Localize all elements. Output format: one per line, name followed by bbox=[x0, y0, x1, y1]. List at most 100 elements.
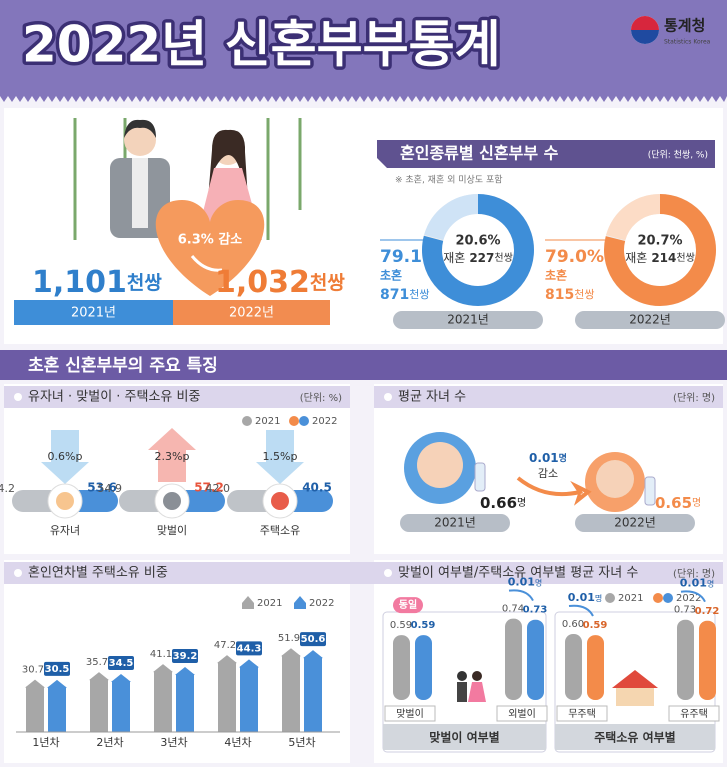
year-bar bbox=[14, 300, 173, 325]
panel-title: 혼인연차별 주택소유 비중 bbox=[28, 566, 168, 581]
total-value-part: 천쌍 bbox=[127, 272, 162, 294]
item-label-bg bbox=[384, 705, 436, 722]
first-count-part: 천쌍 bbox=[409, 287, 429, 301]
change-label: 0.01명 bbox=[508, 576, 543, 589]
re-count: 재혼 214천쌍 bbox=[625, 251, 695, 265]
value-label: 47.2 bbox=[214, 640, 236, 651]
change-value-part: 명 bbox=[559, 452, 567, 464]
legend-house bbox=[242, 596, 254, 609]
x-tick-label: 5년차 bbox=[288, 736, 315, 749]
change-label: 6.3% 감소 bbox=[178, 233, 243, 248]
bar-roof bbox=[175, 666, 195, 675]
total-value-part: 천쌍 bbox=[310, 272, 345, 294]
panel-title: 혼인종류별 신혼부부 수 bbox=[400, 144, 559, 163]
value-label: 41.1 bbox=[150, 649, 172, 660]
change-label: 0.01명 bbox=[568, 591, 603, 604]
bar bbox=[505, 618, 522, 700]
figure-body bbox=[468, 682, 486, 702]
avg-value-part: 명 bbox=[517, 497, 526, 509]
bar bbox=[415, 635, 432, 700]
value-2021: 42.0 bbox=[206, 482, 231, 495]
legend-dot bbox=[242, 416, 252, 426]
value-2022: 57.2 bbox=[194, 481, 224, 495]
value-box bbox=[172, 648, 198, 663]
bar bbox=[699, 620, 716, 700]
value-box bbox=[300, 632, 326, 647]
bar bbox=[393, 635, 410, 700]
group-label: 맞벌이 여부별 bbox=[429, 730, 499, 745]
donut-first bbox=[604, 194, 716, 306]
change-label-part: 명 bbox=[535, 577, 542, 587]
bar bbox=[90, 679, 108, 732]
bar-roof bbox=[25, 679, 45, 688]
change-arrow bbox=[568, 604, 594, 617]
change-arrow bbox=[508, 589, 534, 602]
header-zigzag bbox=[0, 96, 727, 102]
x-tick-label: 2년차 bbox=[96, 736, 123, 749]
value-label: 0.59 bbox=[390, 620, 412, 631]
change-badge bbox=[393, 597, 423, 614]
figure-head bbox=[472, 671, 482, 681]
change-arrow bbox=[680, 590, 706, 603]
bar bbox=[154, 671, 172, 732]
change-arrow bbox=[190, 255, 223, 272]
house bbox=[612, 670, 658, 688]
bar bbox=[527, 619, 544, 700]
item-label-bg bbox=[496, 705, 548, 722]
value-label: 0.59 bbox=[583, 620, 608, 631]
panel-header bbox=[4, 386, 350, 408]
avg-value: 0.65명 bbox=[655, 494, 701, 512]
year-label: 2021년 bbox=[447, 313, 489, 327]
bar-roof bbox=[47, 679, 67, 688]
figure-body bbox=[457, 682, 467, 702]
item-label-bg bbox=[668, 705, 720, 722]
bar-roof bbox=[153, 664, 173, 673]
value-2021: 54.2 bbox=[0, 482, 15, 495]
man-hair bbox=[124, 119, 156, 138]
unit-label: (단위: 명) bbox=[673, 391, 715, 404]
year-label: 2022년 bbox=[229, 306, 274, 321]
value-box bbox=[44, 661, 70, 676]
value-label: 0.73 bbox=[674, 605, 696, 616]
change-arrow bbox=[41, 430, 89, 484]
re-count-part: 재혼 bbox=[625, 251, 647, 265]
section-title: 초혼 신혼부부의 주요 특징 bbox=[28, 355, 218, 376]
value-box bbox=[236, 641, 262, 656]
re-pct: 20.7% bbox=[637, 234, 682, 249]
value-label: 39.2 bbox=[173, 651, 198, 662]
bar bbox=[176, 673, 194, 732]
bullet bbox=[14, 569, 22, 577]
year-pill bbox=[575, 311, 725, 329]
item-label: 무주택 bbox=[568, 708, 596, 720]
value-label: 34.5 bbox=[109, 658, 134, 669]
page-title: 2022년 신혼부부통계 bbox=[22, 16, 501, 74]
section-title-bar bbox=[377, 140, 715, 168]
legend-label: 2022 bbox=[312, 416, 337, 427]
bar-roof bbox=[281, 648, 301, 657]
change-arrow bbox=[516, 476, 592, 506]
change-arrow bbox=[148, 428, 196, 482]
first-label: 초혼 bbox=[545, 268, 567, 283]
heart bbox=[155, 200, 265, 296]
year-label: 2022년 bbox=[614, 516, 656, 530]
legend-label: 2021 bbox=[257, 598, 282, 609]
value-label: 0.72 bbox=[695, 606, 720, 617]
change-label-part: 0.01 bbox=[568, 591, 595, 604]
legend-label: 2021 bbox=[255, 416, 280, 427]
donut-re bbox=[424, 194, 479, 241]
house bbox=[616, 688, 654, 706]
bar bbox=[304, 657, 322, 732]
re-count-part: 천쌍 bbox=[676, 252, 694, 264]
bar bbox=[240, 666, 258, 732]
first-count: 815천쌍 bbox=[545, 287, 594, 303]
bar bbox=[112, 680, 130, 732]
avg-value-part: 0.66 bbox=[480, 494, 517, 512]
first-count-part: 천쌍 bbox=[574, 287, 594, 301]
group-label-bg bbox=[383, 724, 546, 750]
unit-label: (단위: 천쌍, %) bbox=[648, 150, 708, 161]
re-count: 재혼 227천쌍 bbox=[443, 251, 513, 265]
bar bbox=[26, 686, 44, 732]
item-label-bg bbox=[556, 705, 608, 722]
value-label: 0.74 bbox=[502, 604, 524, 615]
